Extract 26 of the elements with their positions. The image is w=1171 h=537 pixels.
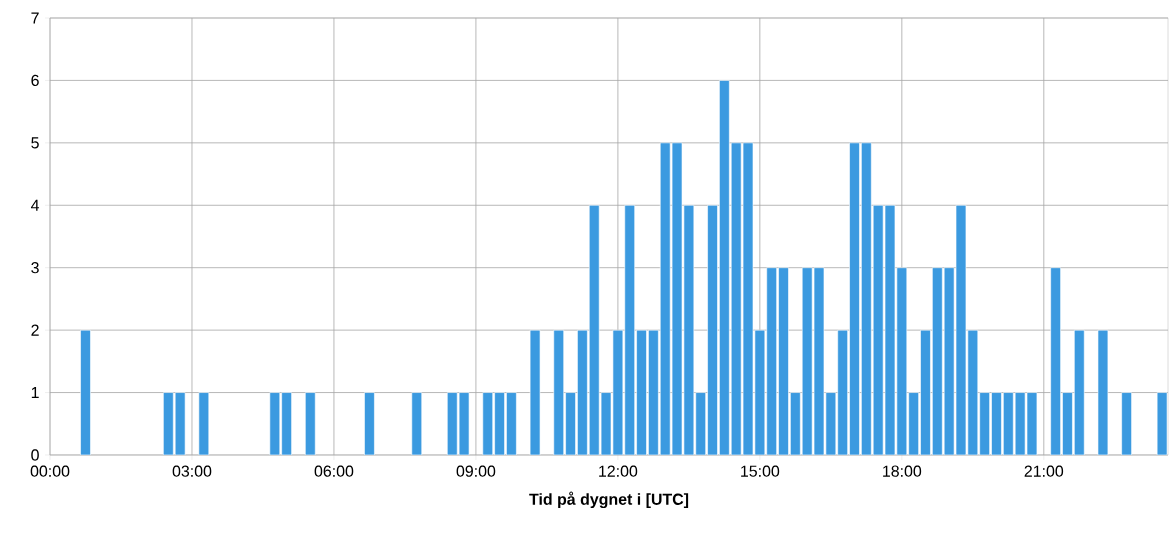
bar [529,329,541,455]
y-tick-label: 1 [31,387,39,399]
y-tick-label: 0 [31,449,39,461]
x-tick-label: 12:00 [599,465,638,477]
x-tick-label: 21:00 [1024,465,1064,477]
x-axis-title: Tid på dygnet i [UTC] [529,491,689,509]
bar [198,392,210,455]
x-tick-label: 09:00 [456,465,496,477]
bar [305,392,316,455]
y-tick-label: 7 [31,12,39,24]
x-tick-label: 00:00 [30,465,70,477]
bar [80,329,91,455]
x-tick-label: 15:00 [741,465,780,477]
bar [364,392,375,455]
bar [1097,329,1109,455]
y-tick-label: 5 [31,137,39,149]
bar [1156,392,1168,455]
x-tick-label: 18:00 [883,465,922,477]
y-tick-label: 3 [31,262,39,274]
y-tick-label: 6 [31,74,39,87]
x-tick-label: 03:00 [172,465,212,477]
y-tick-label: 2 [31,324,39,336]
bar [1121,392,1132,455]
x-tick-label: 06:00 [314,465,354,477]
y-tick-label: 4 [30,199,40,211]
bar [411,392,423,455]
